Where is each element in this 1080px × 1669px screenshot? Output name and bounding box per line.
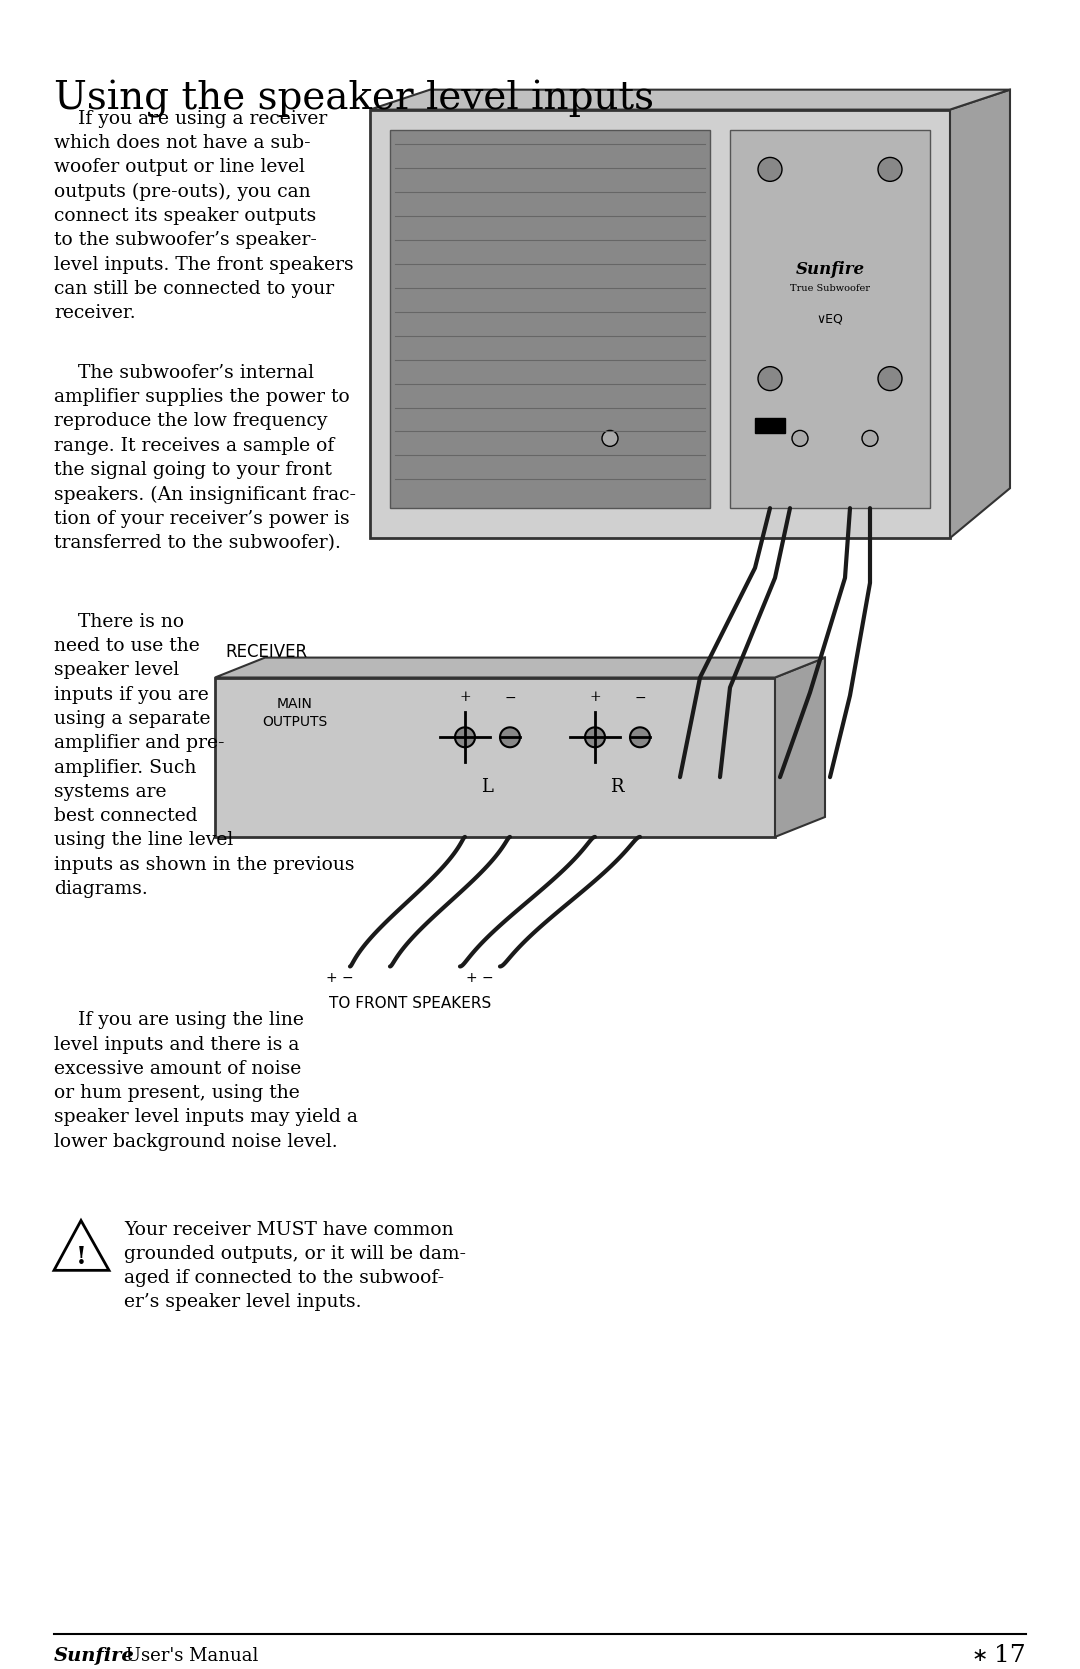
Text: R: R bbox=[610, 778, 624, 796]
Polygon shape bbox=[370, 90, 1010, 110]
Circle shape bbox=[630, 728, 650, 748]
Text: ∨EQ: ∨EQ bbox=[816, 312, 843, 325]
Text: −: − bbox=[634, 691, 646, 704]
Circle shape bbox=[585, 728, 605, 748]
Text: !: ! bbox=[76, 1245, 86, 1270]
Text: MAIN
OUTPUTS: MAIN OUTPUTS bbox=[262, 698, 327, 729]
Circle shape bbox=[758, 367, 782, 391]
Text: +: + bbox=[459, 691, 471, 704]
Text: ∗: ∗ bbox=[972, 1646, 988, 1666]
Text: If you are using a receiver
which does not have a sub-
woofer output or line lev: If you are using a receiver which does n… bbox=[54, 110, 353, 322]
Text: The subwoofer’s internal
amplifier supplies the power to
reproduce the low frequ: The subwoofer’s internal amplifier suppl… bbox=[54, 364, 356, 552]
Text: There is no
need to use the
speaker level
inputs if you are
using a separate
amp: There is no need to use the speaker leve… bbox=[54, 613, 354, 898]
Bar bbox=[755, 419, 785, 434]
Circle shape bbox=[862, 431, 878, 446]
Text: −: − bbox=[504, 691, 516, 704]
Text: Sunfire: Sunfire bbox=[796, 260, 865, 277]
Circle shape bbox=[792, 431, 808, 446]
Polygon shape bbox=[215, 658, 825, 678]
Text: Using the speaker level inputs: Using the speaker level inputs bbox=[54, 80, 654, 118]
Polygon shape bbox=[775, 658, 825, 836]
Circle shape bbox=[758, 157, 782, 182]
Polygon shape bbox=[950, 90, 1010, 537]
Text: L: L bbox=[481, 778, 492, 796]
Text: Your receiver MUST have common
grounded outputs, or it will be dam-
aged if conn: Your receiver MUST have common grounded … bbox=[124, 1220, 465, 1312]
Text: RECEIVER: RECEIVER bbox=[225, 643, 307, 661]
Text: +: + bbox=[590, 691, 600, 704]
Text: Sunfire: Sunfire bbox=[54, 1647, 135, 1666]
Bar bbox=[390, 130, 710, 507]
Circle shape bbox=[500, 728, 519, 748]
FancyBboxPatch shape bbox=[370, 110, 950, 537]
Circle shape bbox=[455, 728, 475, 748]
Text: 17: 17 bbox=[995, 1644, 1026, 1667]
FancyBboxPatch shape bbox=[215, 678, 775, 836]
Text: User's Manual: User's Manual bbox=[120, 1647, 258, 1666]
Text: TO FRONT SPEAKERS: TO FRONT SPEAKERS bbox=[329, 996, 491, 1011]
Text: True Subwoofer: True Subwoofer bbox=[789, 284, 870, 294]
Text: + −: + − bbox=[467, 971, 494, 985]
Text: + −: + − bbox=[326, 971, 354, 985]
Bar bbox=[730, 130, 930, 507]
Text: If you are using the line
level inputs and there is a
excessive amount of noise
: If you are using the line level inputs a… bbox=[54, 1011, 357, 1152]
Circle shape bbox=[602, 431, 618, 446]
Circle shape bbox=[878, 157, 902, 182]
Circle shape bbox=[878, 367, 902, 391]
